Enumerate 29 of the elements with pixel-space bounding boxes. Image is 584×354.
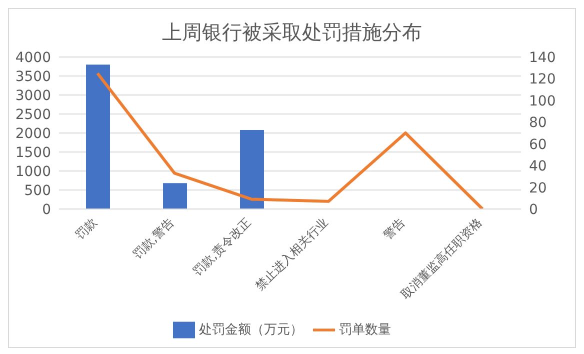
x-tick-label: 警告 <box>380 215 408 242</box>
line-series <box>96 72 484 209</box>
y-tick-label: 3500 <box>15 68 51 85</box>
y-tick-label: 500 <box>24 182 51 199</box>
y-tick-label: 1500 <box>15 144 51 161</box>
x-tick-label: 罚款 <box>72 215 100 242</box>
x-tick-label: 禁止进入相关行业 <box>252 215 331 294</box>
y-tick-label: 1000 <box>15 164 51 180</box>
bar <box>163 183 187 209</box>
legend-label: 处罚金额（万元） <box>199 322 303 338</box>
chart-title: 上周银行被采取处罚措施分布 <box>161 19 423 46</box>
y-tick-label: 2000 <box>15 126 51 142</box>
y-tick-label: 4000 <box>15 50 51 66</box>
y2-tick-label: 120 <box>529 72 556 88</box>
y2-tick-label: 0 <box>529 202 538 218</box>
y2-tick-label: 140 <box>529 50 556 66</box>
bar <box>240 130 264 209</box>
legend-label: 罚单数量 <box>339 322 391 338</box>
bar <box>86 64 110 209</box>
x-tick-label: 罚款,警告 <box>130 215 177 262</box>
y2-tick-label: 20 <box>529 180 547 196</box>
y2-tick-label: 60 <box>529 136 547 153</box>
y2-tick-label: 100 <box>529 93 556 110</box>
y2-tick-label: 40 <box>529 158 547 175</box>
y-tick-label: 2500 <box>15 106 51 123</box>
y-tick-label: 0 <box>42 202 51 218</box>
y2-tick-label: 80 <box>529 115 547 132</box>
y-tick-label: 3000 <box>15 88 51 104</box>
x-tick-label: 罚款,责令改正 <box>190 215 254 279</box>
